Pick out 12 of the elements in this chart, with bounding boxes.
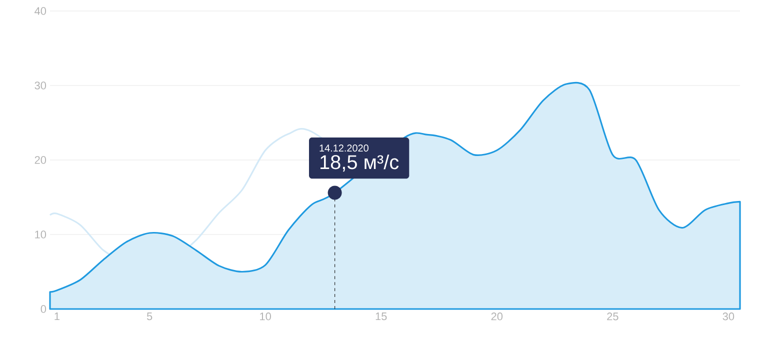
x-tick-label: 10 (260, 312, 271, 320)
x-tick-label: 1 (54, 312, 60, 320)
x-tick-label: 25 (607, 312, 618, 320)
y-tick-label: 20 (34, 156, 46, 164)
y-tick-label: 40 (34, 7, 46, 15)
y-tick-label: 0 (40, 305, 46, 313)
y-tick-label: 10 (35, 230, 46, 238)
x-tick-label: 30 (722, 312, 734, 320)
x-tick-label: 5 (146, 312, 152, 320)
y-tick-label: 30 (34, 82, 46, 90)
x-tick-label: 20 (491, 312, 503, 320)
x-tick-label: 15 (376, 312, 387, 320)
